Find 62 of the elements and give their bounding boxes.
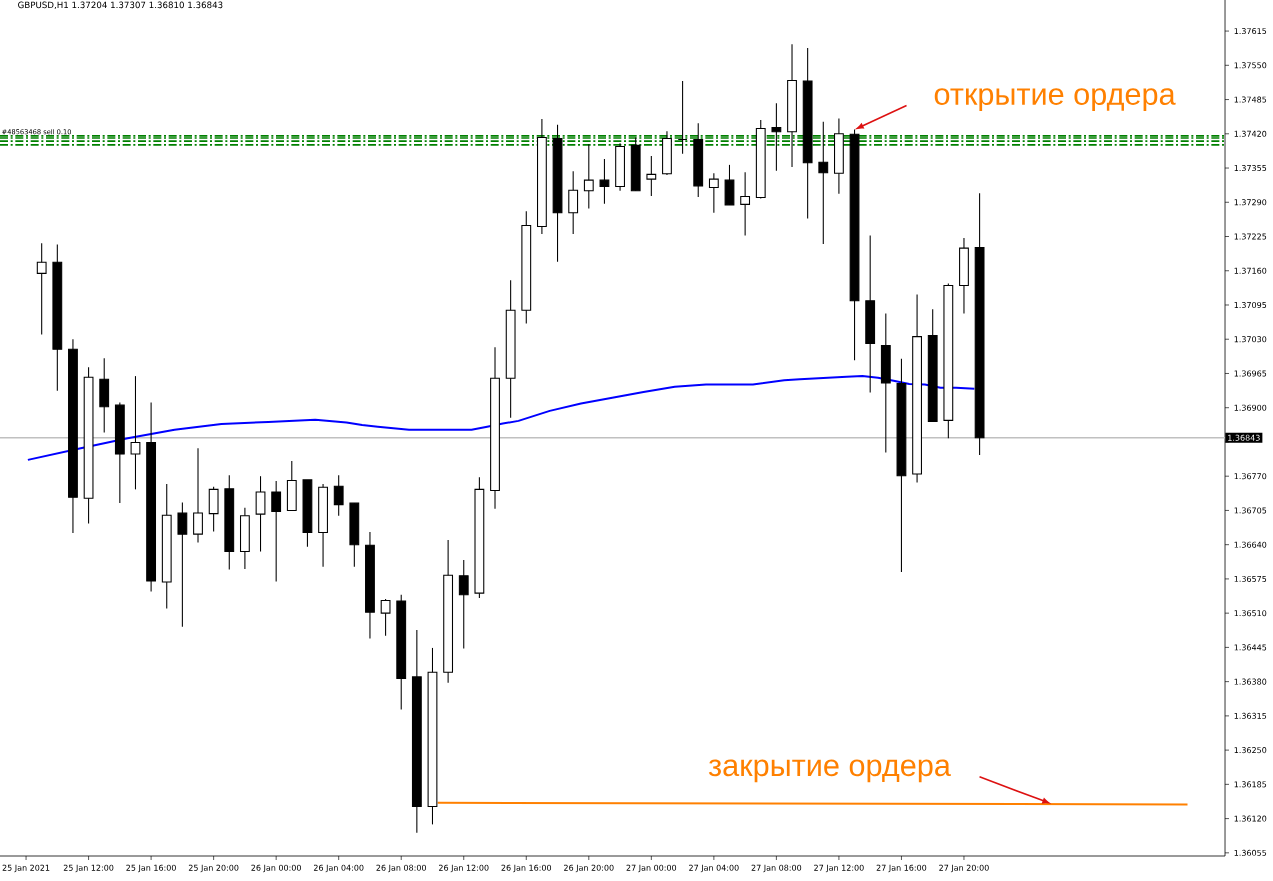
candlestick bbox=[818, 121, 829, 245]
candlestick bbox=[771, 102, 782, 172]
x-tick-label: 26 Jan 16:00 bbox=[501, 864, 552, 873]
y-tick-label: 1.36510 bbox=[1234, 610, 1267, 617]
x-tick-label: 25 Jan 12:00 bbox=[63, 864, 114, 873]
y-tick-label: 1.36705 bbox=[1234, 507, 1267, 514]
y-tick-label: 1.37290 bbox=[1234, 199, 1267, 206]
candlestick bbox=[740, 171, 751, 236]
ref-line-label: 1.36843 bbox=[1228, 434, 1260, 441]
candlestick bbox=[380, 598, 391, 637]
y-tick-label: 1.36315 bbox=[1234, 712, 1267, 719]
y-tick-label: 1.36770 bbox=[1234, 473, 1267, 480]
x-tick-label: 27 Jan 08:00 bbox=[751, 864, 802, 873]
y-tick-label: 1.36900 bbox=[1234, 404, 1267, 411]
candlestick bbox=[130, 375, 141, 490]
y-tick-label: 1.37030 bbox=[1234, 336, 1267, 343]
candlestick bbox=[599, 158, 610, 205]
line-series bbox=[26, 375, 976, 461]
y-tick-label: 1.37095 bbox=[1234, 301, 1267, 309]
chart-title: GBPUSD,H1 1.37204 1.37307 1.36810 1.36843 bbox=[18, 1, 223, 10]
x-tick-label: 26 Jan 08:00 bbox=[376, 864, 426, 873]
y-tick-label: 1.36185 bbox=[1234, 781, 1267, 788]
x-tick-label: 27 Jan 04:00 bbox=[689, 864, 739, 873]
candlestick bbox=[583, 143, 594, 210]
y-tick-label: 1.36250 bbox=[1234, 747, 1267, 754]
x-tick-label: 27 Jan 20:00 bbox=[939, 864, 989, 873]
y-tick-label: 1.36055 bbox=[1234, 849, 1267, 856]
candlestick bbox=[193, 447, 203, 544]
y-tick-label: 1.37355 bbox=[1234, 165, 1267, 172]
annotation: закрытие ордера bbox=[708, 759, 951, 783]
x-tick-label: 26 Jan 00:00 bbox=[251, 864, 301, 873]
x-tick-label: 25 Jan 20:00 bbox=[188, 864, 239, 873]
candlestick bbox=[333, 474, 344, 517]
y-tick-label: 1.37550 bbox=[1234, 62, 1267, 69]
y-tick-label: 1.37160 bbox=[1234, 267, 1267, 274]
x-tick-label: 25 Jan 16:00 bbox=[126, 864, 176, 873]
x-tick-label: 27 Jan 00:00 bbox=[626, 864, 677, 873]
y-tick-label: 1.37225 bbox=[1234, 233, 1267, 240]
y-tick-label: 1.36965 bbox=[1234, 370, 1267, 377]
x-tick-label: 26 Jan 12:00 bbox=[439, 864, 489, 873]
candlestick bbox=[458, 559, 469, 649]
candlestick bbox=[568, 170, 579, 235]
x-tick-label: 26 Jan 20:00 bbox=[564, 864, 614, 873]
x-tick-label: 26 Jan 04:00 bbox=[313, 864, 364, 873]
candlestick bbox=[177, 501, 188, 628]
x-tick-label: 25 Jan 2021 bbox=[2, 864, 50, 873]
y-tick-label: 1.37485 bbox=[1234, 96, 1267, 103]
y-tick-label: 1.37420 bbox=[1234, 130, 1267, 137]
x-tick-label: 27 Jan 12:00 bbox=[814, 864, 864, 873]
x-tick-label: 27 Jan 16:00 bbox=[876, 864, 927, 873]
y-tick-label: 1.36120 bbox=[1234, 815, 1267, 822]
candlestick bbox=[36, 242, 47, 336]
candlestick bbox=[255, 475, 266, 553]
y-tick-label: 1.36380 bbox=[1234, 678, 1267, 685]
y-tick-label: 1.36640 bbox=[1234, 541, 1267, 548]
y-tick-label: 1.37615 bbox=[1234, 28, 1267, 35]
candlestick bbox=[708, 172, 719, 214]
y-tick-label: 1.36445 bbox=[1234, 644, 1267, 651]
candlestick bbox=[271, 480, 282, 583]
y-tick-label: 1.36575 bbox=[1234, 575, 1267, 582]
candlestick bbox=[646, 155, 657, 197]
annotation: открытие ордера bbox=[934, 88, 1176, 111]
